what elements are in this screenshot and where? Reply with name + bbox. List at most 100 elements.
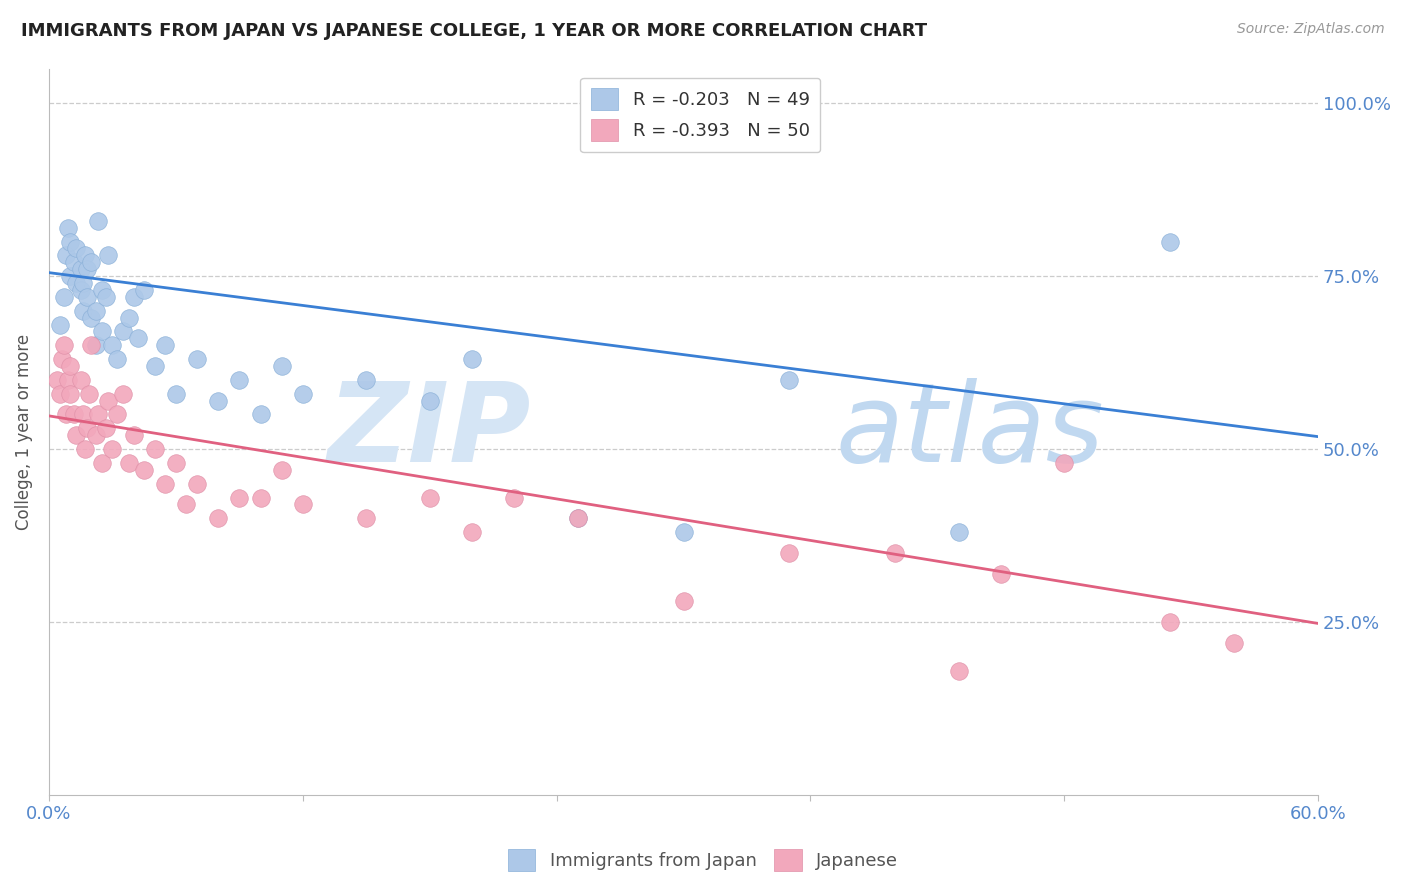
Point [84,303,107,318]
Point [69,373,91,387]
Point [291,386,314,401]
Point [165,456,187,470]
Point [419,491,441,505]
Point [73,442,96,456]
Point [86,213,108,227]
Point [90,283,112,297]
Point [270,463,292,477]
Point [884,546,907,560]
Y-axis label: College, 1 year or more: College, 1 year or more [15,334,32,530]
Point [291,498,314,512]
Point [56,220,79,235]
Point [65,242,87,256]
Point [143,442,166,456]
Point [461,525,484,540]
Point [118,310,141,325]
Point [59,386,82,401]
Point [155,338,177,352]
Point [1222,636,1244,650]
Point [356,511,378,525]
Point [111,325,134,339]
Point [76,262,98,277]
Point [111,386,134,401]
Text: Source: ZipAtlas.com: Source: ZipAtlas.com [1237,22,1385,37]
Point [186,352,208,367]
Point [59,269,82,284]
Point [778,373,800,387]
Point [59,359,82,373]
Point [105,408,128,422]
Point [80,255,103,269]
Point [419,393,441,408]
Point [118,456,141,470]
Point [105,352,128,367]
Text: ZIP: ZIP [328,378,531,485]
Point [55,408,77,422]
Point [52,338,75,352]
Point [990,566,1012,581]
Point [48,318,70,332]
Legend: Immigrants from Japan, Japanese: Immigrants from Japan, Japanese [501,842,905,879]
Point [65,276,87,290]
Point [207,393,229,408]
Point [143,359,166,373]
Point [503,491,526,505]
Point [249,491,271,505]
Point [567,511,589,525]
Point [94,290,117,304]
Point [101,338,124,352]
Legend: R = -0.203   N = 49, R = -0.393   N = 50: R = -0.203 N = 49, R = -0.393 N = 50 [581,78,821,153]
Point [127,331,149,345]
Point [672,525,695,540]
Point [165,386,187,401]
Point [270,359,292,373]
Point [69,283,91,297]
Point [72,303,94,318]
Point [90,456,112,470]
Point [228,491,250,505]
Point [65,428,87,442]
Point [461,352,484,367]
Point [122,428,145,442]
Point [1159,235,1181,249]
Point [63,408,86,422]
Point [69,262,91,277]
Point [59,235,82,249]
Point [228,373,250,387]
Point [77,386,100,401]
Point [207,511,229,525]
Point [122,290,145,304]
Point [56,373,79,387]
Point [76,290,98,304]
Point [97,393,120,408]
Point [176,498,198,512]
Point [1159,615,1181,629]
Point [948,525,970,540]
Point [51,352,73,367]
Point [63,255,86,269]
Point [84,338,107,352]
Point [48,386,70,401]
Point [101,442,124,456]
Point [249,408,271,422]
Point [134,283,156,297]
Point [55,248,77,262]
Point [948,664,970,678]
Point [72,408,94,422]
Point [1053,456,1076,470]
Text: atlas: atlas [835,378,1105,485]
Point [46,373,69,387]
Point [80,338,103,352]
Point [84,428,107,442]
Point [186,476,208,491]
Point [94,421,117,435]
Point [567,511,589,525]
Point [90,325,112,339]
Point [356,373,378,387]
Point [134,463,156,477]
Point [155,476,177,491]
Point [73,248,96,262]
Point [80,310,103,325]
Text: IMMIGRANTS FROM JAPAN VS JAPANESE COLLEGE, 1 YEAR OR MORE CORRELATION CHART: IMMIGRANTS FROM JAPAN VS JAPANESE COLLEG… [21,22,927,40]
Point [778,546,800,560]
